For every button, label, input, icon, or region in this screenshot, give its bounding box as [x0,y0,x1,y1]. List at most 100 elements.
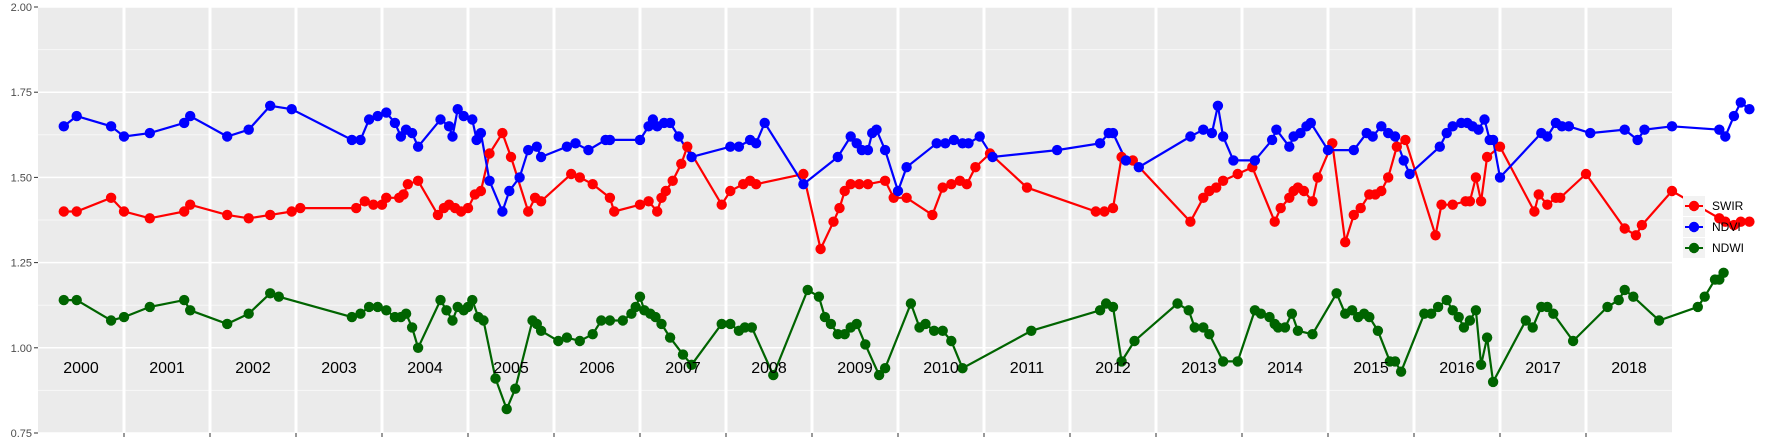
point-swir [1494,141,1506,152]
point-ndvi [901,162,912,173]
point-swir [381,192,392,203]
point-ndwi [355,308,366,319]
point-ndwi [273,291,284,302]
point-ndwi [412,342,424,353]
y-tick-label: 1.25 [11,258,32,270]
point-ndvi [412,141,424,152]
point-ndwi [1204,329,1215,340]
legend-label-ndwi: NDWI [1712,241,1744,255]
point-ndvi [1120,155,1132,166]
legend-key-point-ndwi [1688,242,1700,254]
point-swir [574,172,585,183]
legend-key-point-ndvi [1688,221,1700,233]
point-ndvi [798,179,809,190]
point-ndvi [750,138,762,149]
year-label: 2002 [235,360,271,377]
point-ndwi [1307,329,1318,340]
point-ndwi [825,318,837,330]
point-ndvi [105,121,117,132]
point-swir [1436,199,1447,210]
point-ndwi [1426,308,1437,319]
point-ndvi [1266,134,1278,146]
point-swir [643,196,654,207]
point-ndvi [523,144,534,156]
y-axis: 0.75 1.00 1.25 1.50 1.75 2.00 [11,2,38,440]
point-swir [946,179,957,190]
point-ndwi [1520,315,1532,326]
point-swir [1619,223,1630,234]
legend: SWIR NDVI NDWI [1683,196,1744,258]
point-ndvi [733,141,745,152]
point-ndwi [1107,301,1119,313]
point-ndvi [1284,141,1295,152]
point-ndwi [1292,325,1304,336]
point-ndwi [1628,291,1639,302]
point-ndwi [243,308,254,319]
point-ndvi [497,206,508,217]
point-swir [845,179,856,190]
point-swir [359,196,370,207]
year-label: 2009 [837,360,873,377]
point-ndwi [501,403,512,415]
point-ndvi [1744,104,1755,115]
point-ndwi [1475,359,1487,370]
point-ndwi [435,294,446,306]
point-ndvi [664,117,676,129]
year-label: 2005 [493,360,529,377]
point-ndvi [1714,124,1725,135]
point-ndwi [1026,325,1037,336]
point-ndwi [604,315,616,326]
point-swir [1383,172,1394,183]
point-swir [828,216,839,227]
x-axis [123,433,1587,437]
point-ndwi [587,329,598,340]
point-swir [937,182,948,193]
point-ndvi [1185,131,1196,142]
point-ndwi [656,318,667,330]
point-swir [1481,151,1493,163]
point-ndwi [400,308,412,319]
point-swir [1464,196,1476,207]
year-label: 2004 [407,360,443,377]
point-ndwi [1389,356,1401,367]
point-ndvi [634,134,646,146]
point-ndwi [1172,298,1183,309]
year-label: 2011 [1010,360,1045,377]
point-ndwi [746,322,757,333]
point-ndvi [1305,117,1317,129]
point-ndwi [946,335,957,347]
point-ndwi [768,369,779,381]
year-label: 2015 [1353,360,1389,377]
point-ndwi [839,329,850,340]
point-ndvi [447,131,458,142]
point-ndvi [58,121,69,132]
point-ndwi [1542,301,1553,313]
point-ndwi [716,318,727,330]
point-ndvi [673,131,684,142]
point-swir [725,185,736,197]
point-swir [185,199,196,210]
point-ndvi [879,144,891,156]
point-ndwi [553,335,564,347]
point-swir [1430,230,1441,241]
point-ndwi [596,315,607,326]
point-swir [1636,219,1648,231]
point-swir [750,179,762,190]
point-ndvi [931,138,942,149]
point-ndvi [514,172,525,183]
point-swir [222,209,233,221]
point-ndvi [467,114,478,125]
year-label: 2008 [751,360,787,377]
point-ndvi [484,175,495,186]
point-ndvi [759,117,770,129]
point-swir [1580,168,1592,180]
point-swir [927,209,938,221]
point-swir [970,162,981,173]
point-ndwi [1567,335,1579,347]
point-ndvi [1639,124,1650,135]
point-swir [1269,216,1280,227]
point-ndvi [1198,124,1209,135]
point-swir [839,185,850,197]
point-ndvi [504,185,515,197]
